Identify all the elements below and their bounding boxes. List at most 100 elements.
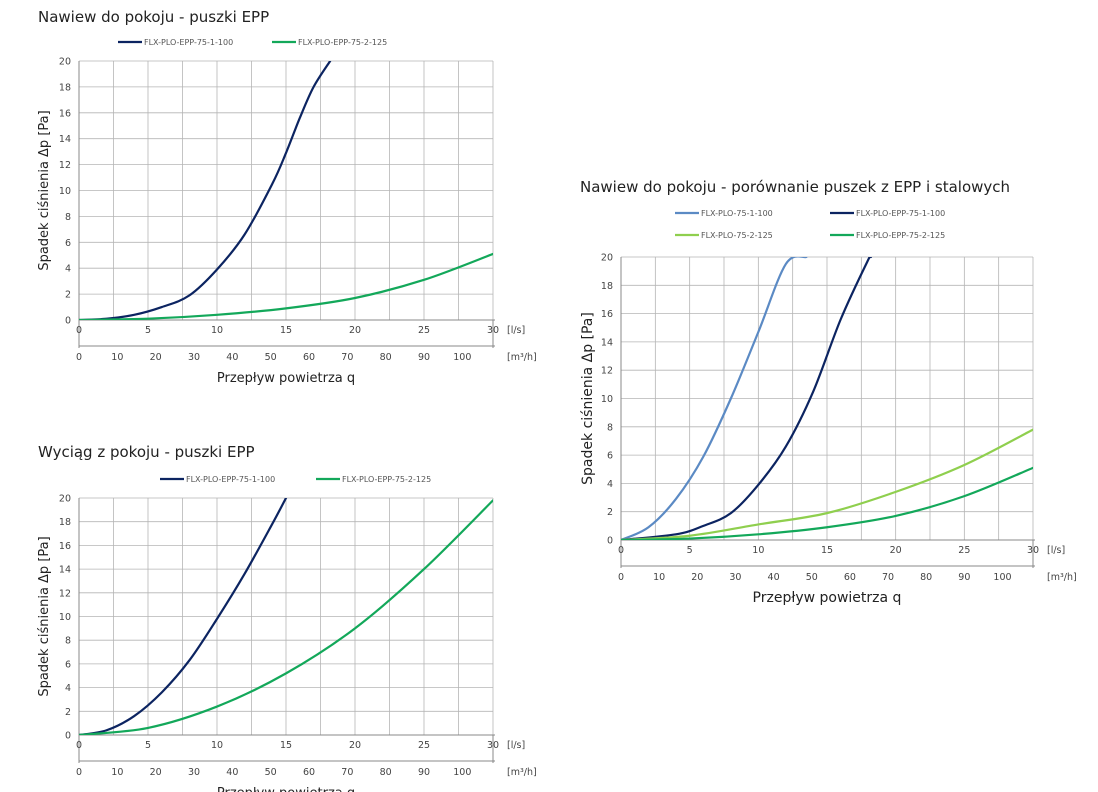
x-tick-label: 25 [418, 325, 430, 336]
x-tick-label: 10 [752, 545, 764, 556]
y-axis-title: Spadek ciśnienia Δp [Pa] [580, 312, 596, 485]
chart-svg: 0 2 4 6 8 10 12 14 16 18 20 0 5 10 15 20 25 30 [l/s] 0 10 20 3… [37, 38, 537, 386]
series-line [79, 61, 332, 320]
y-tick-label: 2 [65, 707, 71, 718]
y-tick-label: 20 [59, 57, 71, 68]
x2-tick-label: 100 [453, 352, 471, 363]
chart-supply-comparison: Nawiew do pokoju - porównanie puszek z E… [540, 170, 1098, 610]
x2-tick-label: 60 [303, 352, 315, 363]
series-line [79, 498, 288, 735]
x2-tick-label: 0 [76, 352, 82, 363]
x2-unit-label: [m³/h] [507, 767, 537, 778]
x-axis-title: Przepływ powietrza q [217, 371, 355, 386]
grid [620, 256, 1034, 541]
x-tick-label: 20 [890, 545, 902, 556]
chart-svg: 0 2 4 6 8 10 12 14 16 18 20 0 5 10 15 20 25 30 [l/s] 0 10 20 3… [580, 209, 1077, 606]
y-tick-label: 12 [59, 588, 71, 599]
series-group [621, 257, 1033, 540]
chart-title: Nawiew do pokoju - puszki EPP [38, 8, 270, 26]
x-tick-label: 5 [687, 545, 693, 556]
y-tick-label: 4 [65, 264, 71, 275]
x2-tick-label: 0 [618, 572, 624, 583]
x-axis-title: Przepływ powietrza q [753, 590, 902, 606]
x2-tick-label: 30 [729, 572, 741, 583]
x2-tick-label: 90 [958, 572, 970, 583]
y-tick-label: 12 [59, 160, 71, 171]
x-tick-label: 5 [145, 325, 151, 336]
grid [78, 60, 494, 321]
x-axis-title: Przepływ powietrza q [217, 786, 355, 792]
x-tick-label: 30 [487, 740, 499, 751]
grid [78, 497, 494, 736]
x2-tick-label: 60 [303, 767, 315, 778]
x-tick-label: 15 [821, 545, 833, 556]
x-tick-label: 25 [958, 545, 970, 556]
y-tick-label: 18 [601, 281, 613, 292]
y-tick-label: 20 [59, 494, 71, 505]
x2-tick-label: 50 [265, 352, 277, 363]
x-tick-labels: 0 5 10 15 20 25 30 [76, 740, 499, 751]
x2-tick-label: 70 [882, 572, 894, 583]
chart-exhaust-epp: Wyciąg z pokoju - puszki EPP 0 2 4 6 8 10 12 14… [0, 435, 560, 792]
legend-label: FLX-PLO-EPP-75-2-125 [856, 231, 945, 240]
x-unit-label: [l/s] [507, 740, 525, 751]
x-tick-label: 20 [349, 325, 361, 336]
x2-tick-label: 20 [150, 352, 162, 363]
x-unit-label: [l/s] [1047, 545, 1065, 556]
series-line [621, 428, 1033, 540]
y-tick-label: 14 [59, 565, 71, 576]
y-tick-label: 18 [59, 517, 71, 528]
x2-unit-label: [m³/h] [507, 352, 537, 363]
y-tick-label: 14 [601, 337, 613, 348]
legend: FLX-PLO-75-1-100 FLX-PLO-EPP-75-1-100 FLX-… [675, 209, 945, 240]
y-tick-label: 20 [601, 253, 613, 264]
chart-supply-epp: Nawiew do pokoju - puszki EPP 0 2 4 6 8 10 12 1… [0, 0, 560, 390]
chart-title: Nawiew do pokoju - porównanie puszek z E… [580, 178, 1011, 196]
x-tick-label: 10 [211, 740, 223, 751]
legend-label: FLX-PLO-EPP-75-2-125 [342, 475, 431, 484]
y-tick-label: 14 [59, 134, 71, 145]
y-tick-labels: 0 2 4 6 8 10 12 14 16 18 20 [59, 57, 71, 327]
x-tick-label: 0 [618, 545, 624, 556]
x-tick-label: 25 [418, 740, 430, 751]
x2-tick-label: 100 [453, 767, 471, 778]
x2-tick-label: 90 [418, 352, 430, 363]
y-tick-label: 4 [607, 479, 613, 490]
y-tick-label: 6 [65, 238, 71, 249]
y-tick-labels: 0 2 4 6 8 10 12 14 16 18 20 [601, 253, 613, 547]
x2-tick-label: 80 [380, 767, 392, 778]
x2-tick-label: 10 [111, 767, 123, 778]
y-tick-label: 16 [59, 541, 71, 552]
x2-tick-label: 10 [653, 572, 665, 583]
y-tick-label: 6 [65, 659, 71, 670]
y-tick-label: 2 [65, 290, 71, 301]
y-tick-label: 18 [59, 82, 71, 93]
series-line [79, 252, 493, 320]
x-tick-labels: 0 5 10 15 20 25 30 [618, 545, 1039, 556]
x-tick-label: 30 [487, 325, 499, 336]
x-tick-labels: 0 5 10 15 20 25 30 [76, 325, 499, 336]
x2-tick-label: 60 [844, 572, 856, 583]
x-tick-label: 20 [349, 740, 361, 751]
x2-tick-label: 30 [188, 352, 200, 363]
x2-tick-label: 50 [265, 767, 277, 778]
legend: FLX-PLO-EPP-75-1-100 FLX-PLO-EPP-75-2-125 [160, 475, 431, 484]
y-tick-label: 0 [65, 731, 71, 742]
y-tick-label: 0 [607, 536, 613, 547]
series-line [621, 257, 873, 540]
y-tick-labels: 0 2 4 6 8 10 12 14 16 18 20 [59, 494, 71, 742]
x2-tick-label: 90 [418, 767, 430, 778]
chart-title: Wyciąg z pokoju - puszki EPP [38, 443, 255, 461]
series-line [621, 466, 1033, 540]
x2-tick-label: 80 [380, 352, 392, 363]
x2-tick-label: 80 [920, 572, 932, 583]
legend: FLX-PLO-EPP-75-1-100 FLX-PLO-EPP-75-2-125 [118, 38, 387, 47]
y-tick-label: 16 [601, 309, 613, 320]
legend-label: FLX-PLO-75-2-125 [701, 231, 773, 240]
y-tick-label: 12 [601, 366, 613, 377]
y-tick-label: 16 [59, 108, 71, 119]
x2-tick-label: 0 [76, 767, 82, 778]
series-line [621, 257, 808, 540]
x2-tick-label: 70 [341, 352, 353, 363]
x-tick-label: 0 [76, 740, 82, 751]
